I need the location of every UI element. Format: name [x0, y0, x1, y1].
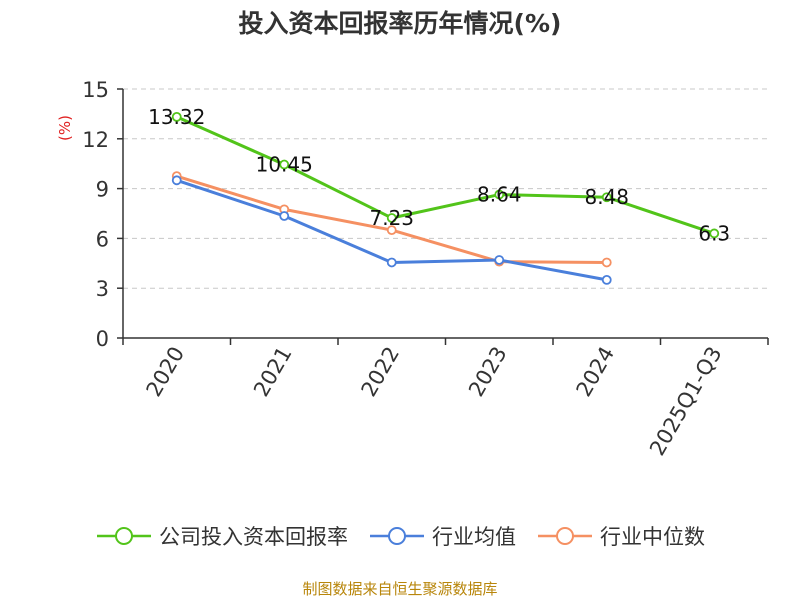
data-label: 13.32	[148, 105, 205, 129]
data-point-series-0	[279, 159, 290, 170]
source-note: 制图数据来自恒生聚源数据库	[302, 580, 498, 598]
data-point-series-1	[494, 255, 505, 265]
legend-marker-industry-median	[538, 527, 592, 545]
data-label: 6.3	[698, 221, 730, 245]
data-label: 7.23	[369, 206, 414, 230]
data-label: 8.64	[477, 183, 522, 207]
x-tick-label: 2023	[464, 343, 512, 401]
y-tick-label: 3	[96, 277, 109, 301]
legend-item-industry-median[interactable]: 行业中位数	[536, 521, 705, 551]
x-tick-label: 2020	[142, 343, 190, 401]
data-point-series-0	[601, 192, 612, 203]
x-tick-label: 2022	[357, 343, 405, 401]
series-line-0	[176, 115, 715, 235]
data-point-series-1	[279, 211, 290, 221]
data-point-series-1	[171, 175, 182, 186]
legend-item-industry-mean[interactable]: 行业均值	[368, 521, 516, 551]
y-tick-label: 9	[96, 178, 109, 202]
legend-label-company: 公司投入资本回报率	[159, 525, 348, 549]
x-tick-label: 2024	[572, 343, 620, 401]
data-point-series-1	[386, 257, 397, 268]
y-tick-label: 12	[82, 128, 109, 152]
y-tick-label: 6	[96, 227, 109, 251]
legend-label-industry-median: 行业中位数	[600, 525, 705, 549]
data-point-series-0	[709, 228, 720, 239]
data-point-series-0	[494, 189, 505, 200]
data-point-series-1	[601, 274, 612, 285]
y-tick-label: 15	[82, 78, 109, 102]
data-point-series-0	[386, 213, 397, 223]
data-point-series-0	[171, 111, 182, 122]
legend-marker-industry-mean	[370, 527, 424, 545]
x-tick-label: 2025Q1-Q3	[645, 343, 727, 460]
legend: 公司投入资本回报率 行业均值 行业中位数	[0, 516, 800, 556]
y-tick-label: 0	[96, 327, 109, 351]
legend-label-industry-mean: 行业均值	[432, 525, 516, 549]
chart-title: 投入资本回报率历年情况(%)	[238, 9, 562, 38]
y-axis-label: (%)	[56, 115, 74, 141]
data-label: 10.45	[256, 153, 313, 177]
data-point-series-2	[601, 257, 612, 268]
legend-marker-company	[97, 527, 151, 545]
x-tick-label: 2021	[249, 343, 297, 401]
data-label: 8.48	[584, 185, 629, 209]
legend-item-company[interactable]: 公司投入资本回报率	[95, 521, 348, 551]
data-point-series-2	[386, 225, 397, 236]
